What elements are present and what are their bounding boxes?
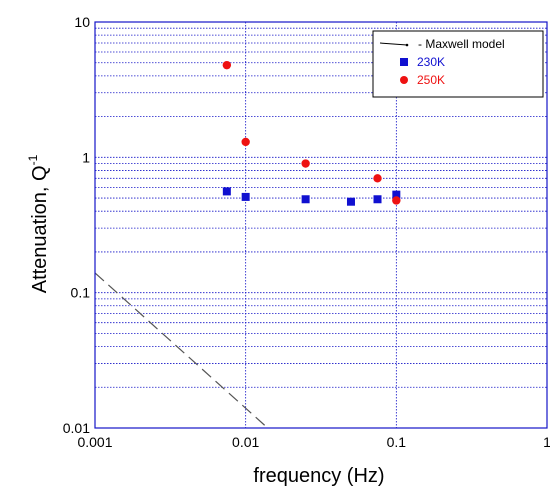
data-point-230k: [373, 195, 382, 204]
y-tick-label: 10: [74, 14, 90, 30]
legend-label: 230K: [417, 55, 445, 69]
y-axis-label: Attenuation, Q-1: [26, 154, 51, 293]
data-point-230k: [346, 197, 355, 206]
x-axis-label: frequency (Hz): [253, 465, 384, 487]
legend-line-swatch: [379, 42, 408, 46]
data-point-250k: [373, 174, 382, 183]
data-point-230k: [301, 195, 310, 204]
y-axis-label-group: Attenuation, Q-1: [26, 154, 51, 293]
grid: [95, 22, 547, 428]
data-point-230k: [241, 192, 250, 201]
data-point-230k: [222, 187, 231, 196]
y-tick-label: 0.01: [63, 420, 90, 436]
data-point-250k: [392, 196, 401, 205]
legend-label: - Maxwell model: [418, 37, 505, 51]
data-point-250k: [241, 137, 250, 147]
maxwell-model-line: [94, 272, 269, 429]
series-layer: [94, 60, 401, 429]
data-point-250k: [222, 60, 232, 70]
x-tick-label: 0.001: [77, 434, 112, 450]
legend: - Maxwell model 230K 250K: [372, 30, 544, 98]
x-tick-label: 0.1: [387, 434, 407, 450]
legend-circle-swatch: [400, 76, 408, 84]
x-tick-label: 1: [543, 434, 550, 450]
legend-label: 250K: [417, 73, 445, 87]
y-axis-label-superscript: -1: [26, 154, 40, 165]
y-tick-label: 0.1: [71, 285, 91, 301]
x-tick-label: 0.01: [232, 434, 259, 450]
data-point-230k: [392, 190, 401, 199]
legend-line-marker: [405, 43, 409, 47]
legend-square-swatch: [400, 58, 408, 66]
data-point-250k: [301, 159, 310, 168]
y-tick-label: 1: [82, 149, 90, 165]
plot-frame: [94, 21, 548, 429]
